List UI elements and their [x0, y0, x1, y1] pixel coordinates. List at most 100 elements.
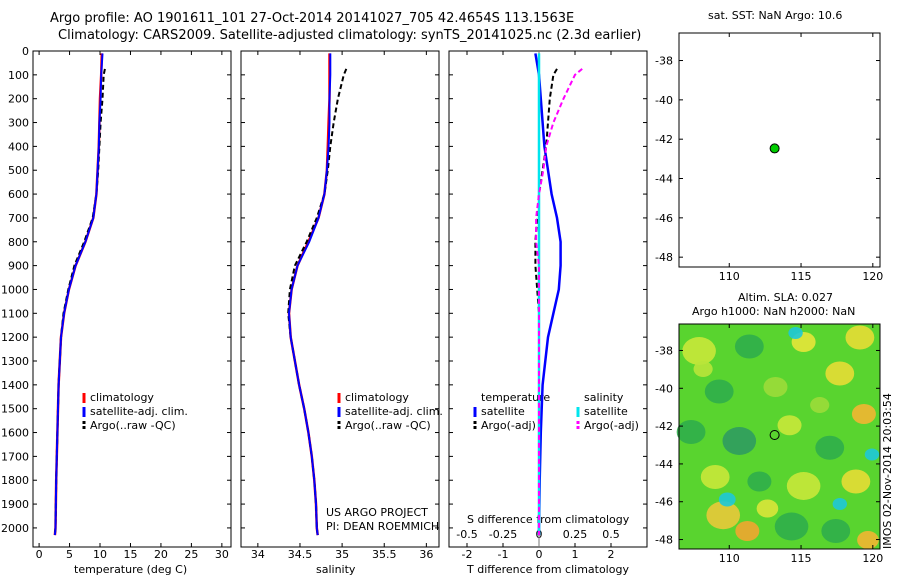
depth-tick-label: 600 — [8, 188, 29, 201]
t-diff-x-tick-label: -2 — [462, 548, 473, 561]
t-diff-satellite-line — [534, 53, 562, 536]
sla-heatmap — [676, 324, 880, 549]
diff-axes-frame — [448, 50, 648, 548]
sla-blob — [857, 531, 879, 549]
sla-blob — [676, 420, 706, 444]
sla-map-x-tick-label: 115 — [791, 552, 812, 565]
t-diff-x-tick-label: -1 — [498, 548, 509, 561]
sla-blob — [722, 427, 757, 455]
sla-map-y-tick-label: -38 — [655, 344, 673, 357]
temperature-x-tick-label: 25 — [184, 548, 198, 561]
depth-tick-label: 0 — [22, 45, 29, 58]
s-diff-argo-line — [535, 68, 583, 536]
depth-tick-label: 400 — [8, 140, 29, 153]
sla-blob — [700, 465, 730, 489]
temperature-x-tick-label: 0 — [36, 548, 43, 561]
legend-s-satellite: satellite — [584, 405, 628, 418]
pi-annotation: PI: DEAN ROEMMICH — [326, 520, 440, 533]
legend-satellite-adj: satellite-adj. clim. — [90, 405, 188, 418]
t-diff-x-tick-label: 2 — [608, 548, 615, 561]
sla-map-profile-marker — [769, 429, 780, 440]
legend-satellite-adj-s: satellite-adj. clim. — [345, 405, 443, 418]
t-diff-x-tick-label: 0 — [536, 548, 543, 561]
figure-title-line2: Climatology: CARS2009. Satellite-adjuste… — [58, 28, 642, 43]
sla-blob — [815, 435, 845, 460]
legend-temperature-header: temperature — [481, 391, 551, 404]
temperature-satellite-line — [53, 53, 104, 536]
t-diff-argo-line — [534, 68, 558, 536]
sla-blob — [786, 472, 821, 500]
temp-axes-frame — [32, 50, 232, 548]
sla-map-x-tick-label: 110 — [719, 552, 740, 565]
sst-map-y-tick-label: -42 — [655, 133, 673, 146]
salinity-argo-line — [287, 68, 348, 536]
sla-blob — [747, 471, 772, 492]
sla-blob — [774, 512, 809, 541]
temperature-x-tick-label: 10 — [93, 548, 107, 561]
salinity-x-tick-label: 36 — [419, 548, 433, 561]
depth-tick-label: 800 — [8, 236, 29, 249]
depth-tick-label: 1600 — [1, 427, 29, 440]
sla-map-y-tick-label: -40 — [655, 382, 673, 395]
depth-tick-label: 1900 — [1, 498, 29, 511]
depth-tick-label: 1500 — [1, 403, 29, 416]
legend-t-argo: Argo(-adj) — [481, 419, 536, 432]
depth-tick-label: 100 — [8, 69, 29, 82]
sla-map-title-line2: Argo h1000: NaN h2000: NaN — [692, 305, 856, 318]
s-diff-x-tick-label: -0.5 — [456, 528, 477, 541]
depth-tick-label: 1700 — [1, 450, 29, 463]
sla-blob — [735, 521, 760, 541]
sla-blob — [851, 404, 876, 424]
sst-map-y-tick-label: -38 — [655, 55, 673, 68]
depth-tick-label: 1800 — [1, 474, 29, 487]
temperature-x-tick-label: 20 — [154, 548, 168, 561]
s-diff-x-tick-label: 0.25 — [563, 528, 588, 541]
salinity-x-tick-label: 34 — [251, 548, 265, 561]
depth-tick-label: 300 — [8, 117, 29, 130]
depth-tick-label: 1100 — [1, 307, 29, 320]
sla-blob — [734, 334, 764, 359]
sst-map-y-tick-label: -48 — [655, 251, 673, 264]
sal-axes-frame — [240, 50, 440, 548]
depth-tick-label: 900 — [8, 260, 29, 273]
project-annotation: US ARGO PROJECT — [326, 506, 428, 519]
sla-blob — [788, 327, 803, 339]
sst-map-x-tick-label: 120 — [862, 270, 883, 283]
salinity-x-tick-label: 35.5 — [372, 548, 397, 561]
sla-blob — [763, 377, 788, 397]
depth-tick-label: 700 — [8, 212, 29, 225]
sst-map-profile-marker — [769, 143, 780, 154]
sla-map-title-line1: Altim. SLA: 0.027 — [738, 291, 834, 304]
sla-blob — [845, 325, 875, 350]
sla-map-y-tick-label: -44 — [655, 458, 673, 471]
salinity-x-tick-label: 35 — [335, 548, 349, 561]
t-diff-x-tick-label: 1 — [572, 548, 579, 561]
depth-tick-label: 1200 — [1, 331, 29, 344]
s-diff-x-tick-label: -0.25 — [489, 528, 517, 541]
sla-map-y-tick-label: -48 — [655, 534, 673, 547]
salinity-satellite-line — [287, 53, 332, 536]
sst-axes-frame — [678, 32, 881, 268]
temperature-x-tick-label: 5 — [66, 548, 73, 561]
legend-salinity-header: salinity — [584, 391, 624, 404]
legend-argo-s: Argo(..raw -QC) — [345, 419, 431, 432]
sst-map-x-tick-label: 110 — [719, 270, 740, 283]
sla-blob — [825, 361, 855, 386]
sla-blob — [718, 492, 736, 507]
sla-axes-frame — [678, 323, 881, 550]
s-diff-x-tick-label: 0.5 — [602, 528, 620, 541]
sst-map-title: sat. SST: NaN Argo: 10.6 — [708, 9, 843, 22]
sst-map-y-tick-label: -44 — [655, 173, 673, 186]
salinity-xlabel: salinity — [316, 563, 356, 576]
legend-argo: Argo(..raw -QC) — [90, 419, 176, 432]
legend-s-argo: Argo(-adj) — [584, 419, 639, 432]
depth-tick-label: 2000 — [1, 522, 29, 535]
sla-map-y-tick-label: -46 — [655, 496, 673, 509]
temperature-climatology-line — [53, 53, 104, 536]
depth-tick-label: 500 — [8, 164, 29, 177]
sst-map-y-tick-label: -40 — [655, 94, 673, 107]
sla-blob — [693, 361, 713, 377]
sla-blob — [832, 498, 847, 510]
sla-map-y-tick-label: -42 — [655, 420, 673, 433]
sla-blob — [810, 397, 830, 413]
